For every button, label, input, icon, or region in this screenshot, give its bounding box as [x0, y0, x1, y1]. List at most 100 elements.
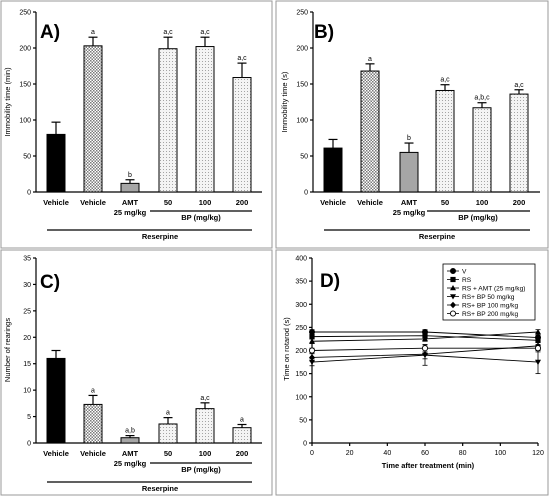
- chart-c-bar: [195, 408, 215, 444]
- chart-a-category-label: Vehicle: [80, 198, 106, 207]
- chart-a-category-label: AMT: [122, 198, 139, 207]
- chart-a-bar: [46, 133, 66, 193]
- chart-d-point: [309, 338, 315, 344]
- chart-d-point: [535, 329, 541, 335]
- chart-b-bar: [509, 93, 529, 193]
- chart-b-category-label: Vehicle: [320, 198, 346, 207]
- chart-c-ytick-label: 35: [23, 256, 31, 263]
- chart-c-bar: [158, 423, 178, 444]
- chart-c-ytick-label: 15: [23, 361, 31, 368]
- chart-b-category-label: 50: [441, 198, 449, 207]
- panel-letter-d: D): [320, 271, 340, 292]
- chart-d-ytick-label: 0: [303, 441, 307, 448]
- chart-b-bar: [472, 107, 492, 193]
- chart-c-bp-label: BP (mg/kg): [181, 465, 221, 474]
- chart-c-bar: [232, 427, 252, 444]
- chart-b-bar: [399, 151, 419, 193]
- chart-b-category-label: 100: [476, 198, 489, 207]
- chart-b-ytick-label: 100: [296, 118, 308, 125]
- chart-b-ytick-label: 0: [304, 190, 308, 197]
- chart-d-point: [308, 328, 315, 335]
- panel-letter-b: B): [314, 22, 334, 43]
- chart-d-xtick-label: 60: [421, 450, 429, 457]
- chart-c-significance-label: a: [166, 410, 170, 417]
- chart-b-category-label: Vehicle: [357, 198, 383, 207]
- chart-d-ytick-label: 200: [295, 348, 307, 355]
- chart-a-category-label: Vehicle: [43, 198, 69, 207]
- chart-b-bp-label: BP (mg/kg): [458, 213, 498, 222]
- chart-b-category-label: AMT: [401, 198, 418, 207]
- chart-d-xtick-label: 40: [383, 450, 391, 457]
- chart-d-ytick-label: 400: [295, 256, 307, 263]
- chart-a-ytick-label: 100: [19, 118, 31, 125]
- chart-c-ytick-label: 0: [27, 441, 31, 448]
- chart-a-significance-label: b: [128, 172, 132, 179]
- chart-b-bar: [360, 70, 380, 193]
- chart-b-ylabel: Immobility time (s): [280, 71, 289, 132]
- chart-d-legend-box: [442, 263, 536, 321]
- panel-c-frame: [0, 249, 273, 496]
- panel-letter-a: A): [40, 22, 60, 43]
- chart-a-bar: [232, 77, 252, 193]
- chart-d-point: [534, 345, 542, 352]
- chart-b-significance-label: a,c: [440, 77, 450, 84]
- chart-c-ytick-label: 10: [23, 388, 31, 395]
- panel-a-frame: [0, 0, 273, 249]
- chart-a-ytick-label: 200: [19, 46, 31, 53]
- chart-b-significance-label: a: [368, 56, 372, 63]
- chart-d-legend-label: RS + AMT (25 mg/kg): [462, 285, 525, 292]
- chart-d-point: [422, 351, 428, 358]
- chart-b-ytick-label: 150: [296, 82, 308, 89]
- chart-d-point: [421, 345, 429, 352]
- chart-a-bar: [83, 45, 103, 193]
- chart-a-significance-label: a: [91, 29, 95, 36]
- chart-d-xtick-label: 0: [310, 450, 314, 457]
- chart-c-significance-label: a: [91, 387, 95, 394]
- chart-d-point: [308, 347, 316, 354]
- chart-c-significance-label: a: [240, 417, 244, 424]
- chart-d-ytick-label: 350: [295, 279, 307, 286]
- chart-a-ytick-label: 150: [19, 82, 31, 89]
- chart-d-legend-label: RS: [462, 277, 472, 284]
- chart-b-significance-label: a,c: [514, 82, 524, 89]
- chart-d-legend-marker: [449, 267, 456, 274]
- chart-d-ytick-label: 150: [295, 371, 307, 378]
- chart-a-ytick-label: 0: [27, 190, 31, 197]
- chart-d-ytick-label: 100: [295, 394, 307, 401]
- chart-d-point: [309, 334, 315, 340]
- chart-a-category-label: 100: [199, 198, 212, 207]
- chart-c-bar: [46, 357, 66, 444]
- chart-a-significance-label: a,c: [237, 55, 247, 62]
- chart-d-legend-marker: [450, 294, 456, 300]
- chart-c-category-label: 25 mg/kg: [114, 459, 147, 468]
- chart-d-point: [535, 359, 541, 366]
- chart-b-ytick-label: 200: [296, 46, 308, 53]
- chart-a-ytick-label: 250: [19, 10, 31, 17]
- chart-c-ytick-label: 5: [27, 414, 31, 421]
- panel-d-frame: [275, 249, 549, 496]
- chart-d-legend-label: V: [462, 268, 467, 275]
- chart-d-ytick-label: 50: [299, 417, 307, 424]
- chart-d-xtick-label: 20: [346, 450, 354, 457]
- chart-a-significance-label: a,c: [200, 29, 210, 36]
- chart-b-ytick-label: 50: [300, 154, 308, 161]
- chart-c-category-label: 100: [199, 449, 212, 458]
- chart-c-category-label: 50: [164, 449, 172, 458]
- chart-c-ylabel: Number of rearings: [3, 318, 12, 382]
- chart-a-ylabel: Immobility time (min): [3, 67, 12, 137]
- chart-a-bar: [195, 46, 215, 193]
- chart-d-xlabel: Time after treatment (min): [382, 461, 475, 470]
- chart-c-ytick-label: 30: [23, 282, 31, 289]
- chart-a-significance-label: a,c: [163, 29, 173, 36]
- chart-b-significance-label: b: [407, 135, 411, 142]
- chart-a-category-label: 200: [236, 198, 249, 207]
- chart-d-xtick-label: 80: [459, 450, 467, 457]
- chart-c-category-label: Vehicle: [80, 449, 106, 458]
- panel-b-frame: [275, 0, 549, 249]
- chart-a-category-label: 25 mg/kg: [114, 208, 147, 217]
- chart-d-point: [422, 333, 428, 339]
